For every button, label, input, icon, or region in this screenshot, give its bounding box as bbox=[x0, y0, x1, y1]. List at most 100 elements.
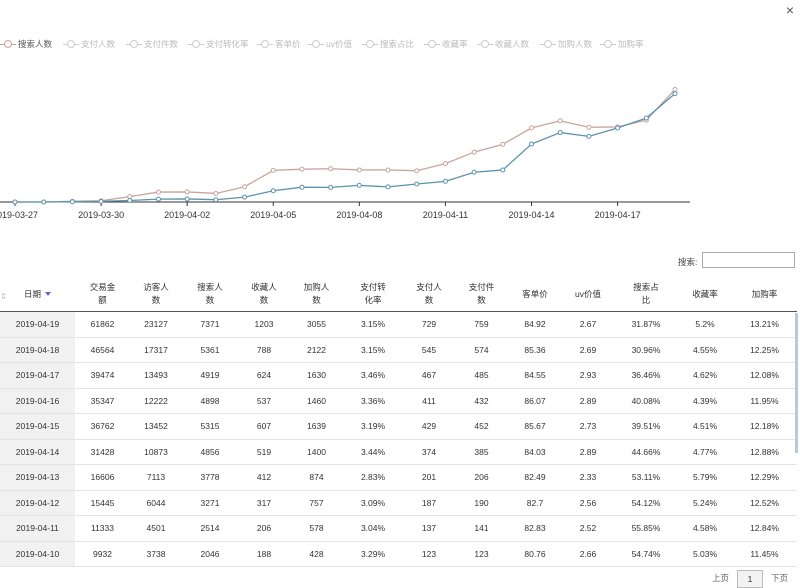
column-header-label: uv价值 bbox=[575, 288, 601, 299]
column-header[interactable]: 支付转化率 bbox=[343, 277, 403, 312]
table-cell: 190 bbox=[455, 490, 508, 516]
table-cell: 54.74% bbox=[614, 541, 678, 567]
column-header[interactable]: 访客人数 bbox=[130, 277, 182, 312]
table-cell: 188 bbox=[238, 541, 290, 567]
table-cell: 1639 bbox=[290, 413, 343, 440]
data-point bbox=[529, 141, 535, 147]
table-cell: 2.66 bbox=[562, 541, 614, 567]
legend-item[interactable]: uv价值 bbox=[308, 38, 352, 50]
table-row[interactable]: 2019-04-11 11333 4501 2514 206 578 3.04% 137 141… bbox=[0, 515, 797, 542]
table-cell: 3.46% bbox=[343, 362, 403, 389]
close-icon[interactable]: × bbox=[785, 2, 795, 18]
table-cell: 36762 bbox=[75, 413, 130, 440]
table-scrollbar[interactable] bbox=[795, 313, 798, 453]
column-header[interactable]: 搜索占比 bbox=[614, 277, 678, 312]
legend-marker-icon bbox=[308, 39, 324, 49]
table-cell: 55.85% bbox=[614, 515, 678, 542]
column-header[interactable]: 加购人数 bbox=[290, 277, 343, 312]
table-row[interactable]: 2019-04-18 46564 17317 5361 788 2122 3.15% 545 5… bbox=[0, 337, 797, 363]
data-point bbox=[213, 197, 219, 203]
table-cell: 3.36% bbox=[343, 388, 403, 414]
table-cell: 3.15% bbox=[343, 311, 403, 338]
column-header-label: 支付人数 bbox=[416, 282, 442, 305]
table-cell: 519 bbox=[238, 439, 290, 465]
column-header[interactable]: ⇕ 日期 bbox=[0, 277, 75, 312]
prev-page-button[interactable]: 上页 bbox=[712, 573, 730, 583]
data-point bbox=[356, 167, 362, 173]
column-header[interactable]: 支付人数 bbox=[403, 277, 455, 312]
legend-item[interactable]: 支付转化率 bbox=[188, 38, 249, 50]
table-cell: 374 bbox=[403, 439, 455, 465]
table-cell: 1203 bbox=[238, 311, 290, 338]
table-cell: 123 bbox=[455, 541, 508, 567]
table-cell: 15445 bbox=[75, 490, 130, 516]
data-point bbox=[41, 199, 47, 205]
column-header[interactable]: 客单价 bbox=[508, 277, 562, 312]
column-header-label: 搜索人数 bbox=[197, 282, 223, 305]
table-row[interactable]: 2019-04-10 9932 3738 2046 188 428 3.29% 123 123 8… bbox=[0, 541, 797, 567]
legend-marker-icon bbox=[0, 39, 16, 49]
table-row[interactable]: 2019-04-19 61862 23127 7371 1203 3055 3.15% 729… bbox=[0, 311, 797, 338]
legend-marker-icon bbox=[540, 39, 556, 49]
table-cell: 82.7 bbox=[508, 490, 562, 516]
table-row[interactable]: 2019-04-15 36762 13452 5315 607 1639 3.19% 429 4… bbox=[0, 413, 797, 440]
table-row[interactable]: 2019-04-14 31428 10873 4856 519 1400 3.44% 374 3… bbox=[0, 439, 797, 465]
legend-item[interactable]: 支付人数 bbox=[63, 38, 115, 50]
column-header[interactable]: 搜索人数 bbox=[182, 277, 238, 312]
legend-item[interactable]: 收藏人数 bbox=[477, 38, 529, 50]
table-cell: 874 bbox=[290, 464, 343, 491]
column-header-label: 日期 bbox=[23, 288, 41, 299]
table-cell: 2019-04-17 bbox=[0, 362, 75, 389]
table-cell: 1630 bbox=[290, 362, 343, 389]
legend-item[interactable]: 搜索人数 bbox=[0, 38, 52, 50]
table-cell: 187 bbox=[403, 490, 455, 516]
legend-item[interactable]: 客单价 bbox=[257, 38, 301, 50]
column-header-label: 加购率 bbox=[751, 288, 778, 299]
legend-item[interactable]: 收藏率 bbox=[424, 38, 468, 50]
column-header[interactable]: 收藏率 bbox=[678, 277, 732, 312]
data-point bbox=[155, 189, 161, 195]
next-page-button[interactable]: 下页 bbox=[771, 573, 789, 583]
table-cell: 4.51% bbox=[678, 413, 732, 440]
table-row[interactable]: 2019-04-13 16606 7113 3778 412 874 2.83% 201 206… bbox=[0, 464, 797, 491]
data-point bbox=[270, 188, 276, 194]
data-point bbox=[500, 167, 506, 173]
table-row[interactable]: 2019-04-16 35347 12222 4898 537 1460 3.36% 411 4… bbox=[0, 388, 797, 414]
table-cell: 4.55% bbox=[678, 337, 732, 363]
column-header[interactable]: 收藏人数 bbox=[238, 277, 290, 312]
legend-item[interactable]: 加购率 bbox=[600, 38, 644, 50]
page-number[interactable]: 1 bbox=[737, 570, 763, 588]
table-cell: 12.88% bbox=[732, 439, 797, 465]
table-cell: 80.76 bbox=[508, 541, 562, 567]
table-row[interactable]: 2019-04-12 15445 6044 3271 317 757 3.09% 187 190… bbox=[0, 490, 797, 516]
legend-marker-icon bbox=[188, 39, 204, 49]
search-input[interactable] bbox=[702, 252, 795, 268]
table-row[interactable]: 2019-04-17 39474 13493 4919 624 1630 3.46% 467 4… bbox=[0, 362, 797, 389]
table-cell: 54.12% bbox=[614, 490, 678, 516]
table-cell: 4.58% bbox=[678, 515, 732, 542]
column-header[interactable]: uv价值 bbox=[562, 277, 614, 312]
dialog-header: × bbox=[0, 0, 800, 22]
table-cell: 82.83 bbox=[508, 515, 562, 542]
table-cell: 2.67 bbox=[562, 311, 614, 338]
table-cell: 2.83% bbox=[343, 464, 403, 491]
table-cell: 607 bbox=[238, 413, 290, 440]
table-cell: 411 bbox=[403, 388, 455, 414]
legend-item[interactable]: 加购人数 bbox=[540, 38, 592, 50]
data-point bbox=[213, 190, 219, 196]
table-cell: 30.96% bbox=[614, 337, 678, 363]
table-cell: 40.08% bbox=[614, 388, 678, 414]
table-cell: 31.87% bbox=[614, 311, 678, 338]
table-cell: 537 bbox=[238, 388, 290, 414]
data-point bbox=[12, 199, 18, 205]
column-header[interactable]: 加购率 bbox=[732, 277, 797, 312]
table-cell: 624 bbox=[238, 362, 290, 389]
table-cell: 729 bbox=[403, 311, 455, 338]
column-header[interactable]: 交易金额 bbox=[75, 277, 130, 312]
table-cell: 44.66% bbox=[614, 439, 678, 465]
legend-item[interactable]: 支付件数 bbox=[126, 38, 178, 50]
legend-item[interactable]: 搜索占比 bbox=[362, 38, 414, 50]
table-cell: 3.19% bbox=[343, 413, 403, 440]
series-line bbox=[15, 93, 676, 203]
column-header[interactable]: 支付件数 bbox=[455, 277, 508, 312]
